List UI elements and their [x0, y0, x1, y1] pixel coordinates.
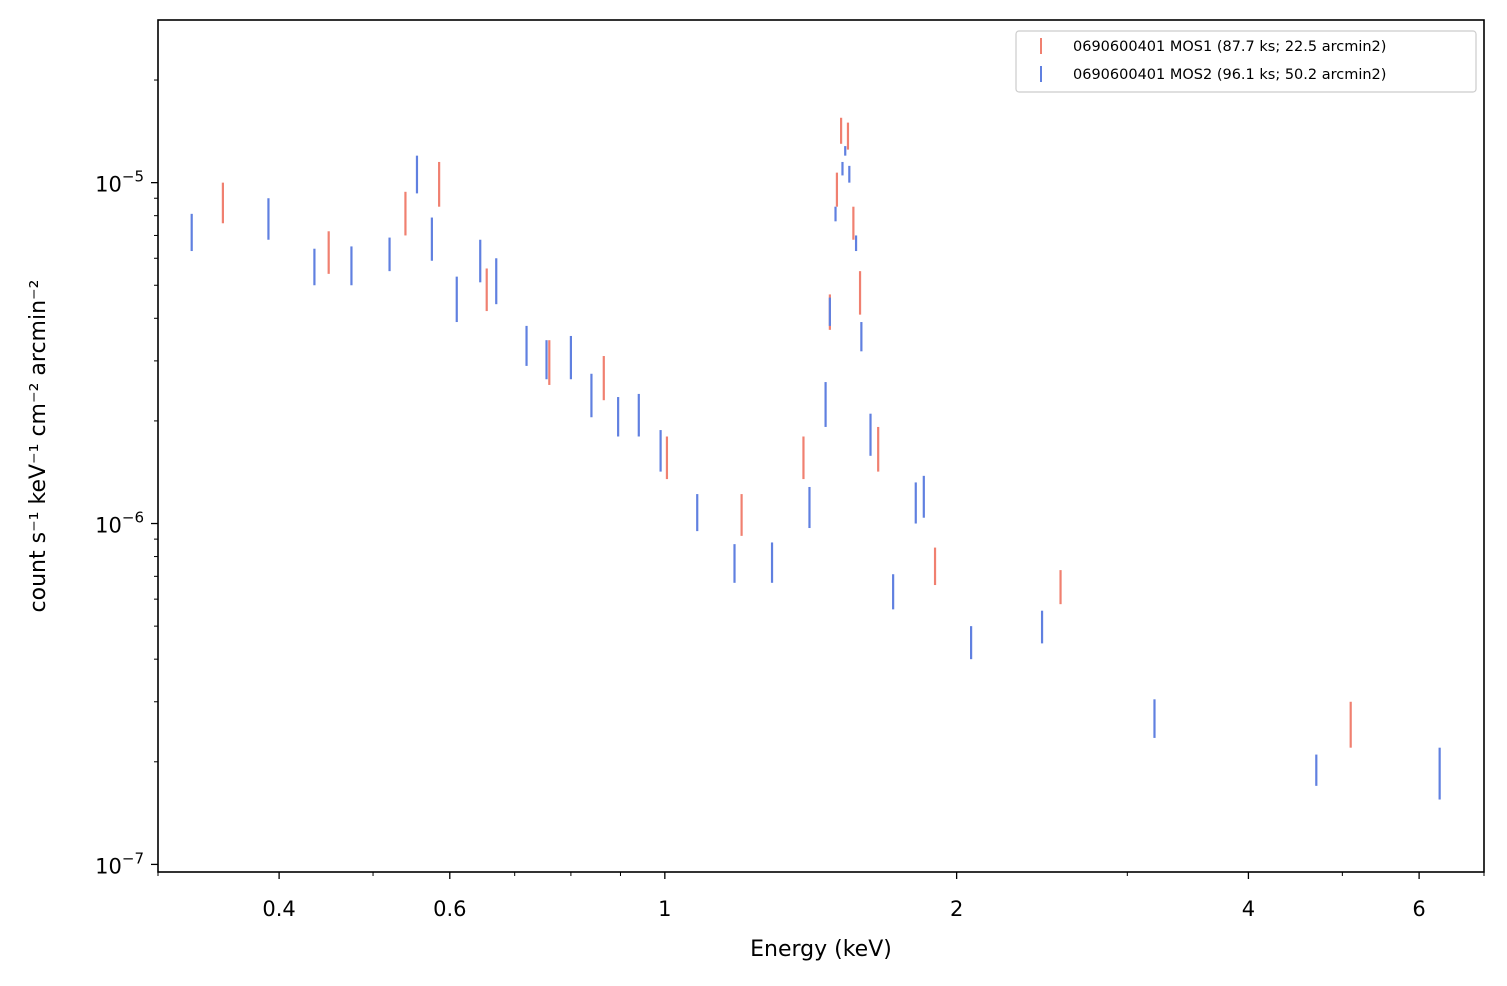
y-tick-label: 10−6 — [95, 509, 144, 538]
y-axis-label: count s⁻¹ keV⁻¹ cm⁻² arcmin⁻² — [26, 280, 51, 613]
y-tick-label: 10−5 — [95, 168, 144, 197]
x-tick-label: 2 — [950, 897, 963, 921]
x-axis-label: Energy (keV) — [750, 937, 892, 962]
data-marks — [190, 117, 1441, 800]
axes: 0.4 0.6 1 2 4 6 10−7 10−6 10−5 — [95, 79, 1485, 921]
x-tick-label: 1 — [658, 897, 671, 921]
y-tick-label: 10−7 — [95, 849, 144, 878]
x-tick-label: 4 — [1242, 897, 1255, 921]
legend: 0690600401 MOS1 (87.7 ks; 22.5 arcmin2) 0… — [1015, 30, 1477, 93]
x-tick-label: 0.4 — [262, 897, 295, 921]
x-tick-label: 6 — [1412, 897, 1425, 921]
plot-frame — [157, 19, 1485, 873]
legend-box — [1015, 30, 1477, 93]
x-tick-label: 0.6 — [433, 897, 466, 921]
legend-label: 0690600401 MOS1 (87.7 ks; 22.5 arcmin2) — [1073, 39, 1386, 55]
series-2 — [190, 146, 1441, 800]
legend-label: 0690600401 MOS2 (96.1 ks; 50.2 arcmin2) — [1073, 67, 1386, 83]
